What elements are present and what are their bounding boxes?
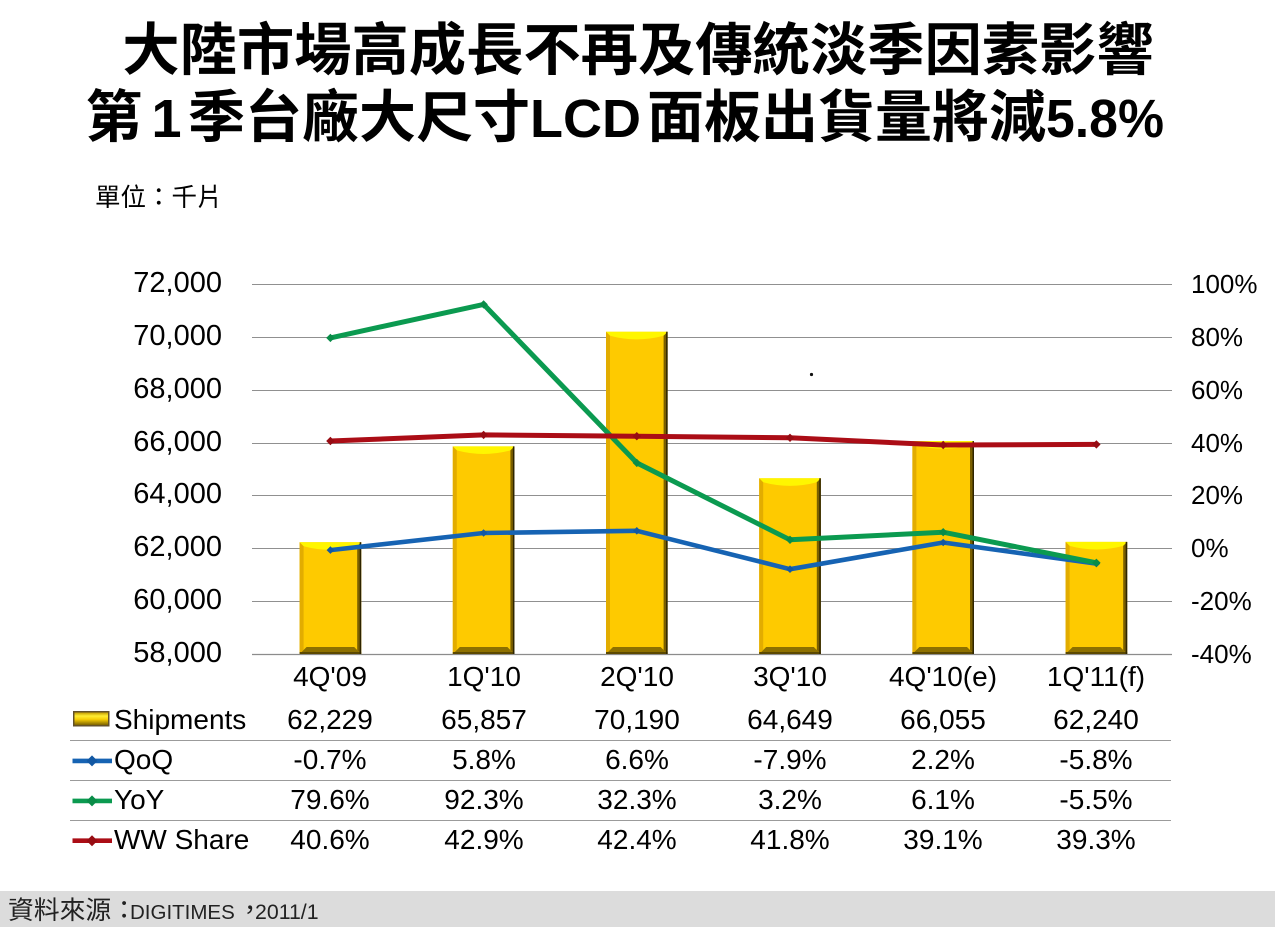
svg-text:DIGITIMES: DIGITIMES bbox=[130, 901, 235, 924]
svg-text:LCD: LCD bbox=[530, 89, 641, 149]
svg-text:2011/1: 2011/1 bbox=[255, 900, 319, 924]
svg-text:5.8%: 5.8% bbox=[1046, 89, 1164, 149]
svg-text:1: 1 bbox=[152, 89, 182, 149]
